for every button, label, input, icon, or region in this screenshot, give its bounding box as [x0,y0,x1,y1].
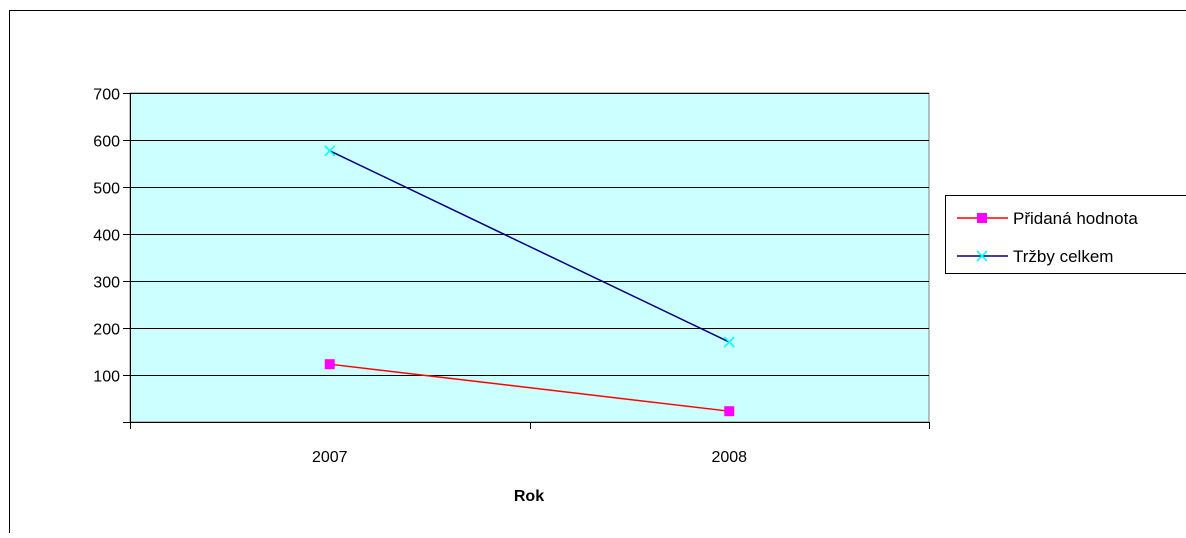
x-tick-label: 2008 [711,449,747,466]
x-tick-labels: 2007 2008 [312,449,747,466]
y-tick-labels: 100 200 300 400 500 600 700 [93,87,120,386]
legend-label: Přidaná hodnota [1013,209,1138,228]
data-point [724,406,734,416]
y-tick-label: 300 [93,275,120,292]
y-tick-label: 100 [93,369,120,386]
data-point [325,359,335,369]
y-tick-label: 400 [93,228,120,245]
plot-background [130,93,929,422]
y-tick-label: 600 [93,134,120,151]
y-tick-label: 500 [93,181,120,198]
x-tick-label: 2007 [312,449,348,466]
x-axis-title: Rok [514,488,544,505]
legend: Přidaná hodnota Tržby celkem [946,196,1186,274]
y-tick-label: 200 [93,322,120,339]
y-tick-label: 700 [93,87,120,104]
legend-marker [977,213,987,223]
legend-label: Tržby celkem [1013,247,1113,266]
